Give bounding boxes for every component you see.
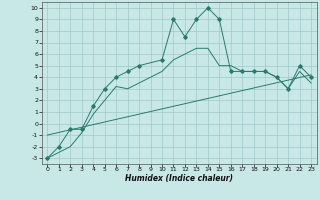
X-axis label: Humidex (Indice chaleur): Humidex (Indice chaleur)	[125, 174, 233, 183]
